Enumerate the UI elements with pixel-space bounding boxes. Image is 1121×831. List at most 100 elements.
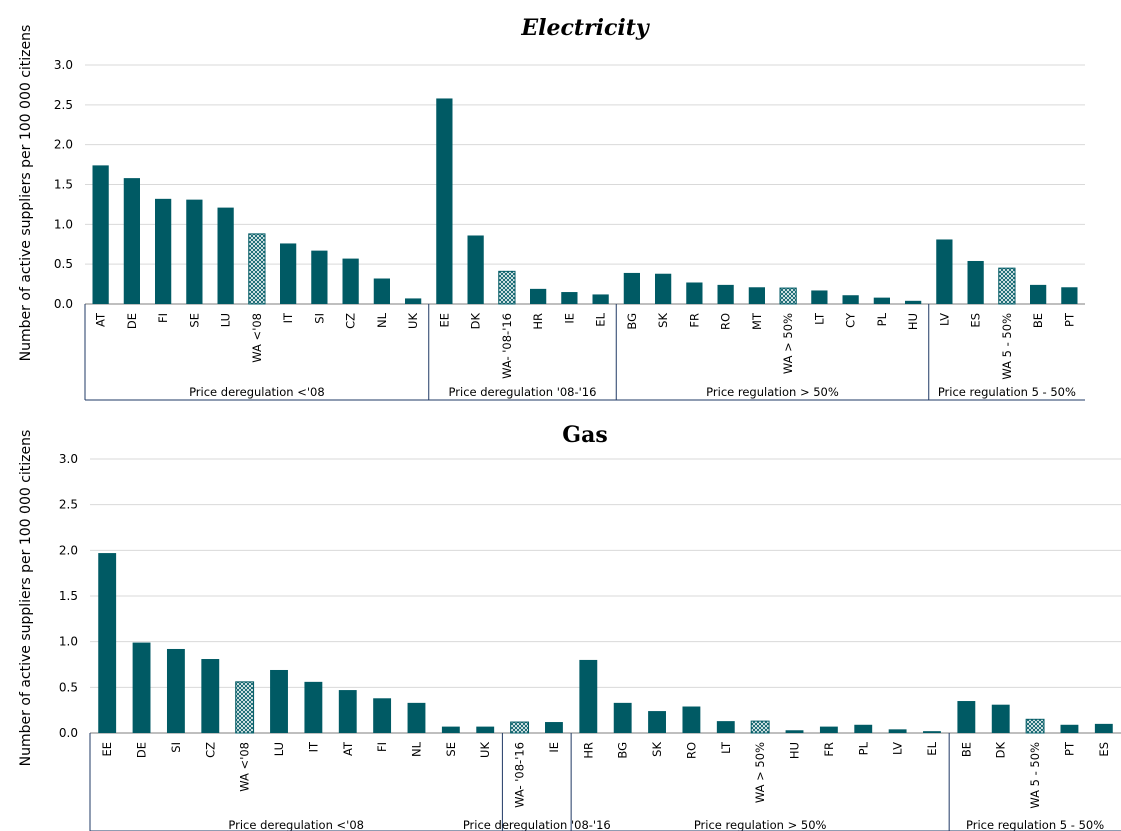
gas-category-label: WA- '08-'16 — [513, 742, 527, 808]
electricity-bar-hu — [905, 300, 922, 304]
electricity-bar-de — [123, 178, 140, 304]
gas-category-label: IE — [547, 742, 561, 753]
electricity-bar-weighted-average — [998, 267, 1016, 305]
gas-category-label: HU — [788, 742, 802, 759]
gas-bar-bg — [613, 702, 632, 733]
gas-bar-dk — [991, 704, 1010, 733]
electricity-bar-es — [967, 260, 984, 304]
electricity-y-tick-label: 1.0 — [54, 217, 73, 231]
gas-category-labels: EE DE SI CZ WA <'08 LU IT AT FI NL SE UK WA- '08-'16… — [100, 741, 1111, 809]
electricity-bar-cy — [842, 295, 859, 304]
gas-bar-fi — [373, 698, 392, 733]
gas-category-label: UK — [478, 742, 492, 758]
gas-bar-hr — [579, 659, 598, 733]
gas-category-label: LU — [272, 742, 286, 756]
electricity-category-label: DK — [469, 313, 483, 330]
electricity-category-label: BE — [1031, 313, 1045, 328]
electricity-gridlines: 0.0 0.5 1.0 1.5 2.0 2.5 3.0 — [54, 58, 1085, 311]
gas-bar-lu — [270, 669, 288, 733]
gas-category-label: SE — [444, 742, 458, 757]
electricity-bar-lv — [936, 239, 953, 304]
electricity-bar-ee — [436, 98, 453, 305]
electricity-bar-el — [592, 294, 609, 304]
electricity-y-tick-label: 2.5 — [54, 98, 73, 112]
gas-bar-hu — [785, 730, 804, 733]
electricity-category-label: LV — [937, 313, 951, 326]
gas-y-tick-label: 1.5 — [59, 589, 78, 603]
gas-bar-si — [166, 648, 185, 733]
gas-bar-lv — [888, 729, 907, 733]
gas-bar-weighted-average — [1025, 718, 1045, 734]
electricity-category-label: HU — [906, 313, 920, 330]
electricity-y-axis-label-line1: Number of active suppliers per 100 000 c… — [18, 25, 34, 362]
gas-category-label: FR — [822, 742, 836, 757]
electricity-category-label: RO — [719, 313, 733, 330]
gas-category-label: NL — [409, 741, 423, 757]
gas-category-label: AT — [341, 741, 355, 756]
gas-category-label: RO — [684, 742, 698, 759]
gas-bar-de — [132, 642, 151, 733]
gas-bar-weighted-average — [510, 721, 530, 734]
gas-category-label: BE — [959, 742, 973, 757]
electricity-bar-hr — [530, 288, 547, 304]
gas-bar-ee — [98, 553, 117, 733]
gas-bar-at — [338, 690, 357, 733]
electricity-category-label: LU — [219, 313, 233, 327]
electricity-bar-bg — [623, 272, 640, 304]
gas-y-tick-label: 1.0 — [59, 635, 78, 649]
electricity-bar-lu — [217, 207, 234, 304]
gas-category-label: ES — [1097, 742, 1111, 757]
electricity-category-label: CZ — [344, 313, 358, 329]
gas-category-label: PL — [856, 741, 870, 755]
gas-bar-se — [441, 726, 460, 733]
electricity-bar-at — [92, 165, 109, 304]
electricity-category-label: SK — [656, 313, 670, 328]
gas-title: Gas — [562, 422, 607, 448]
electricity-category-label: HR — [531, 313, 545, 330]
electricity-bar-weighted-average — [498, 270, 516, 305]
electricity-category-label: LT — [812, 312, 826, 325]
electricity-bar-fr — [686, 282, 703, 304]
gas-bar-cz — [201, 659, 220, 733]
gas-gridlines: 0.0 0.5 1.0 1.5 2.0 2.5 3.0 — [59, 452, 1121, 740]
gas-bar-be — [957, 701, 976, 733]
gas-bar-ie — [545, 722, 563, 733]
electricity-bar-ie — [561, 292, 578, 304]
electricity-bar-mt — [748, 287, 765, 304]
gas-bar-sk — [648, 711, 666, 733]
electricity-y-tick-label: 0.0 — [54, 297, 73, 311]
gas-group-label: Price regulation > 50% — [694, 818, 827, 831]
electricity-category-label: PT — [1062, 312, 1076, 327]
gas-y-tick-label: 2.0 — [59, 543, 78, 557]
gas-bar-weighted-average — [750, 720, 770, 734]
gas-y-tick-label: 0.0 — [59, 726, 78, 740]
gas-category-label: PT — [1062, 741, 1076, 756]
gas-category-label: FI — [375, 742, 389, 752]
gas-y-axis-label: Number of active suppliers per 100 000 c… — [18, 430, 34, 767]
electricity-bar-weighted-average — [248, 233, 266, 305]
gas-category-label: WA 5 - 50% — [1028, 742, 1042, 809]
gas-category-label: LV — [891, 742, 905, 755]
gas-y-axis-label-line1: Number of active suppliers per 100 000 c… — [18, 430, 34, 767]
electricity-bars — [92, 98, 1078, 305]
gas-bar-pl — [854, 724, 873, 733]
gas-group-label: Price deregulation '08-'16 — [463, 818, 611, 831]
electricity-category-label: CY — [844, 312, 858, 328]
electricity-category-label: PL — [875, 312, 889, 326]
gas-category-label: WA <'08 — [238, 742, 252, 792]
electricity-bar-se — [186, 199, 203, 304]
gas-bar-nl — [407, 702, 426, 733]
gas-category-label: EE — [100, 742, 114, 757]
electricity-category-label: SI — [312, 313, 326, 324]
gas-bar-weighted-average — [235, 681, 255, 734]
electricity-category-label: ES — [969, 313, 983, 328]
gas-bar-uk — [476, 726, 495, 733]
gas-bar-el — [923, 731, 941, 733]
electricity-category-label: EL — [594, 312, 608, 326]
electricity-y-tick-label: 0.5 — [54, 257, 73, 271]
electricity-category-labels: AT DE FI SE LU WA <'08 IT SI CZ NL UK EE DK WA- '08-'… — [94, 312, 1077, 380]
electricity-category-label: FI — [156, 313, 170, 323]
electricity-category-label: MT — [750, 312, 764, 330]
electricity-group-label: Price deregulation '08-'16 — [449, 385, 597, 399]
